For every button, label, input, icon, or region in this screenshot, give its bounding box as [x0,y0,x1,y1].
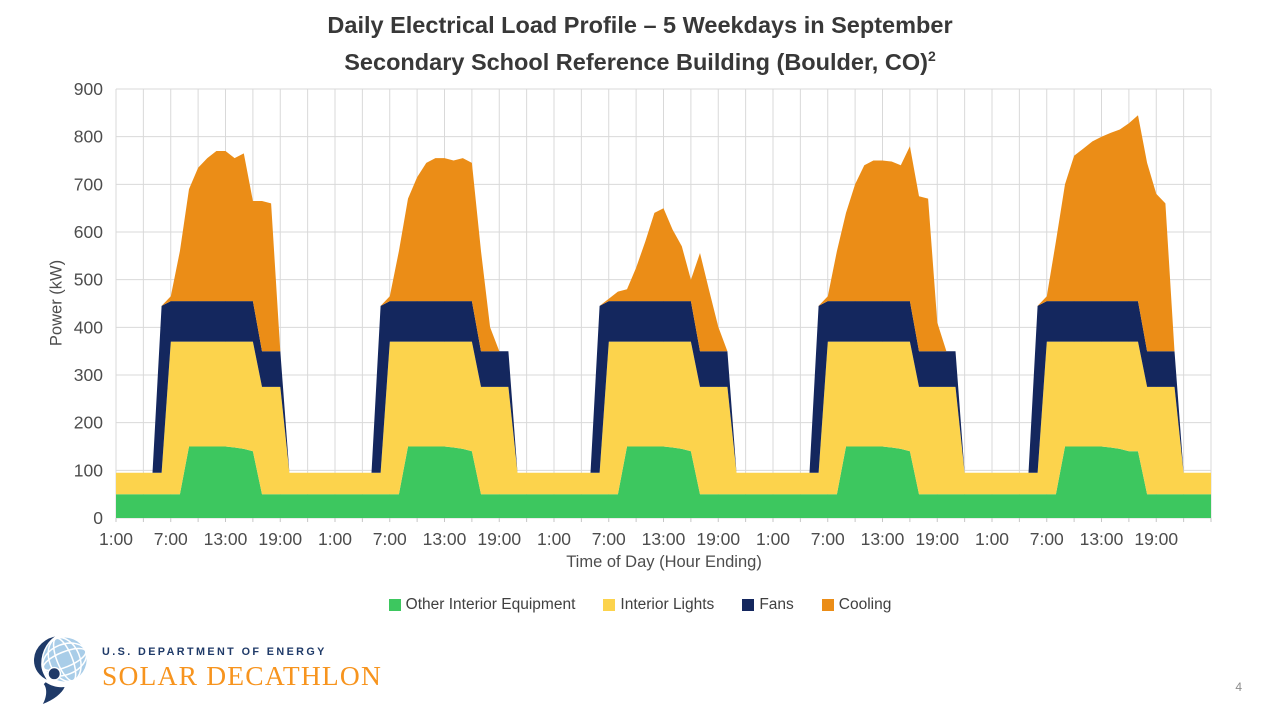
svg-text:1:00: 1:00 [537,529,571,549]
chart-legend: Other Interior Equipment Interior Lights… [0,596,1280,614]
svg-text:13:00: 13:00 [1080,529,1124,549]
svg-text:900: 900 [74,79,103,99]
chart-title: Daily Electrical Load Profile – 5 Weekda… [0,10,1280,78]
y-axis-label: Power (kW) [47,259,66,347]
legend-item-fans: Fans [742,596,794,614]
svg-text:600: 600 [74,222,103,242]
legend-label-fans: Fans [759,596,794,613]
legend-item-cooling: Cooling [821,596,892,614]
solar-decathlon-globe-icon [32,634,89,705]
svg-text:700: 700 [74,174,103,194]
svg-text:13:00: 13:00 [861,529,905,549]
svg-text:19:00: 19:00 [696,529,740,549]
svg-text:300: 300 [74,365,103,385]
svg-text:1:00: 1:00 [975,529,1009,549]
svg-text:1:00: 1:00 [318,529,352,549]
svg-text:7:00: 7:00 [1030,529,1064,549]
svg-text:7:00: 7:00 [373,529,407,549]
chart-title-line1: Daily Electrical Load Profile – 5 Weekda… [327,12,953,38]
logo-doe-text: U.S. DEPARTMENT OF ENERGY [102,646,327,658]
svg-text:19:00: 19:00 [258,529,302,549]
legend-label-other-interior-equipment: Other Interior Equipment [405,596,576,613]
legend-item-interior-lights: Interior Lights [603,596,714,614]
legend-swatch-cooling [821,599,834,611]
svg-text:1:00: 1:00 [756,529,790,549]
svg-text:13:00: 13:00 [423,529,467,549]
svg-text:100: 100 [74,460,103,480]
page-number: 4 [1235,680,1242,694]
svg-text:7:00: 7:00 [154,529,188,549]
legend-swatch-other-interior-equipment [388,599,401,611]
svg-text:1:00: 1:00 [99,529,133,549]
svg-text:19:00: 19:00 [915,529,959,549]
title-footnote-marker: 2 [927,48,936,64]
legend-swatch-fans [742,599,755,611]
legend-label-interior-lights: Interior Lights [620,596,715,613]
solar-decathlon-logo: U.S. DEPARTMENT OF ENERGY SOLAR DECATHLO… [20,633,382,705]
legend-label-cooling: Cooling [838,596,892,613]
chart-title-line2: Secondary School Reference Building (Bou… [344,48,936,75]
svg-text:19:00: 19:00 [477,529,521,549]
svg-text:7:00: 7:00 [811,529,845,549]
legend-swatch-interior-lights [603,599,616,611]
svg-text:500: 500 [74,270,103,290]
svg-text:19:00: 19:00 [1134,529,1178,549]
svg-text:7:00: 7:00 [592,529,626,549]
logo-solar-decathlon-text: SOLAR DECATHLON [102,660,383,691]
x-axis-label: Time of Day (Hour Ending) [566,553,762,571]
svg-text:800: 800 [74,127,103,147]
svg-text:200: 200 [74,413,103,433]
svg-text:13:00: 13:00 [204,529,248,549]
svg-text:0: 0 [93,508,103,528]
legend-item-other-interior-equipment: Other Interior Equipment [388,596,576,614]
svg-text:13:00: 13:00 [642,529,686,549]
svg-text:400: 400 [74,317,103,337]
